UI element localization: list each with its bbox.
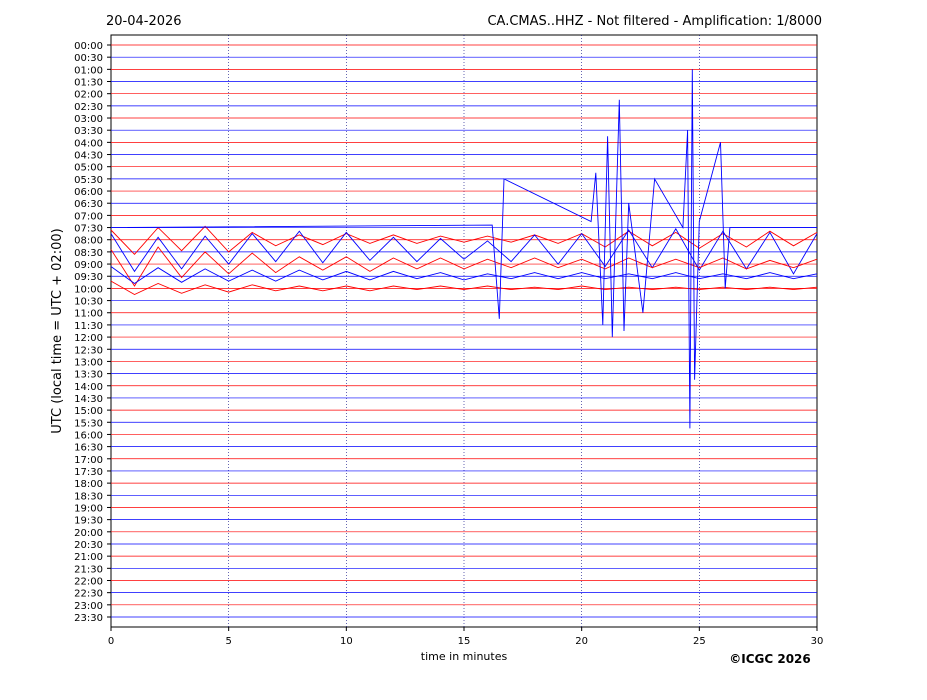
- y-tick-label: 02:00: [74, 90, 103, 101]
- y-tick-label: 04:00: [74, 138, 103, 149]
- y-tick-label: 11:30: [74, 321, 103, 332]
- seismic-trace: [110, 266, 818, 285]
- y-tick-label: 07:00: [74, 211, 103, 222]
- y-tick-label: 12:30: [74, 345, 103, 356]
- y-tick-label: 00:30: [74, 53, 103, 64]
- y-tick-label: 19:30: [74, 516, 103, 527]
- y-tick-label: 07:30: [74, 224, 103, 235]
- y-tick-label: 13:30: [74, 370, 103, 381]
- x-tick-label: 0: [108, 636, 114, 647]
- y-tick-label: 10:30: [74, 297, 103, 308]
- y-tick-label: 10:00: [74, 284, 103, 295]
- y-tick-label: 21:30: [74, 564, 103, 575]
- seismic-trace: [110, 280, 818, 296]
- y-tick-label: 22:30: [74, 589, 103, 600]
- y-tick-label: 06:30: [74, 199, 103, 210]
- x-tick-label: 5: [225, 636, 231, 647]
- y-tick-label: 01:30: [74, 78, 103, 89]
- y-tick-label: 04:30: [74, 151, 103, 162]
- y-tick-label: 19:00: [74, 503, 103, 514]
- x-tick-label: 30: [811, 636, 824, 647]
- y-tick-label: 03:00: [74, 114, 103, 125]
- y-tick-label: 22:00: [74, 576, 103, 587]
- x-tick-label: 25: [693, 636, 706, 647]
- y-tick-label: 13:00: [74, 357, 103, 368]
- y-tick-label: 23:00: [74, 601, 103, 612]
- y-tick-label: 09:30: [74, 272, 103, 283]
- seismic-trace: [110, 227, 818, 275]
- y-tick-label: 02:30: [74, 102, 103, 113]
- y-tick-label: 16:30: [74, 443, 103, 454]
- seismic-trace: [110, 225, 818, 255]
- y-tick-label: 03:30: [74, 126, 103, 137]
- y-tick-label: 16:00: [74, 430, 103, 441]
- y-tick-label: 15:30: [74, 418, 103, 429]
- y-tick-label: 05:30: [74, 175, 103, 186]
- y-tick-label: 09:00: [74, 260, 103, 271]
- x-tick-label: 20: [575, 636, 588, 647]
- y-tick-label: 01:00: [74, 65, 103, 76]
- chart-title: 20-04-2026: [106, 14, 182, 29]
- y-tick-label: 14:30: [74, 394, 103, 405]
- y-tick-label: 17:00: [74, 455, 103, 466]
- seismic-trace: [110, 246, 818, 287]
- y-tick-label: 15:00: [74, 406, 103, 417]
- y-axis-label: UTC (local time = UTC + 02:00): [50, 228, 65, 433]
- x-tick-label: 10: [340, 636, 353, 647]
- x-tick-label: 15: [458, 636, 471, 647]
- plot-frame: [110, 34, 818, 628]
- y-tick-label: 08:00: [74, 236, 103, 247]
- x-axis-label: time in minutes: [421, 650, 508, 663]
- y-tick-label: 21:00: [74, 552, 103, 563]
- y-tick-label: 08:30: [74, 248, 103, 259]
- y-tick-label: 06:00: [74, 187, 103, 198]
- copyright: ©ICGC 2026: [729, 652, 811, 666]
- y-tick-label: 18:00: [74, 479, 103, 490]
- seismic-trace: [110, 69, 817, 429]
- y-tick-label: 23:30: [74, 613, 103, 624]
- y-tick-label: 00:00: [74, 41, 103, 52]
- y-tick-label: 05:00: [74, 163, 103, 174]
- chart-subtitle: CA.CMAS..HHZ - Not filtered - Amplificat…: [487, 14, 822, 29]
- y-tick-label: 20:30: [74, 540, 103, 551]
- y-tick-label: 18:30: [74, 491, 103, 502]
- y-tick-label: 14:00: [74, 382, 103, 393]
- y-tick-label: 17:30: [74, 467, 103, 478]
- y-tick-label: 11:00: [74, 309, 103, 320]
- y-tick-label: 20:00: [74, 528, 103, 539]
- y-tick-label: 12:00: [74, 333, 103, 344]
